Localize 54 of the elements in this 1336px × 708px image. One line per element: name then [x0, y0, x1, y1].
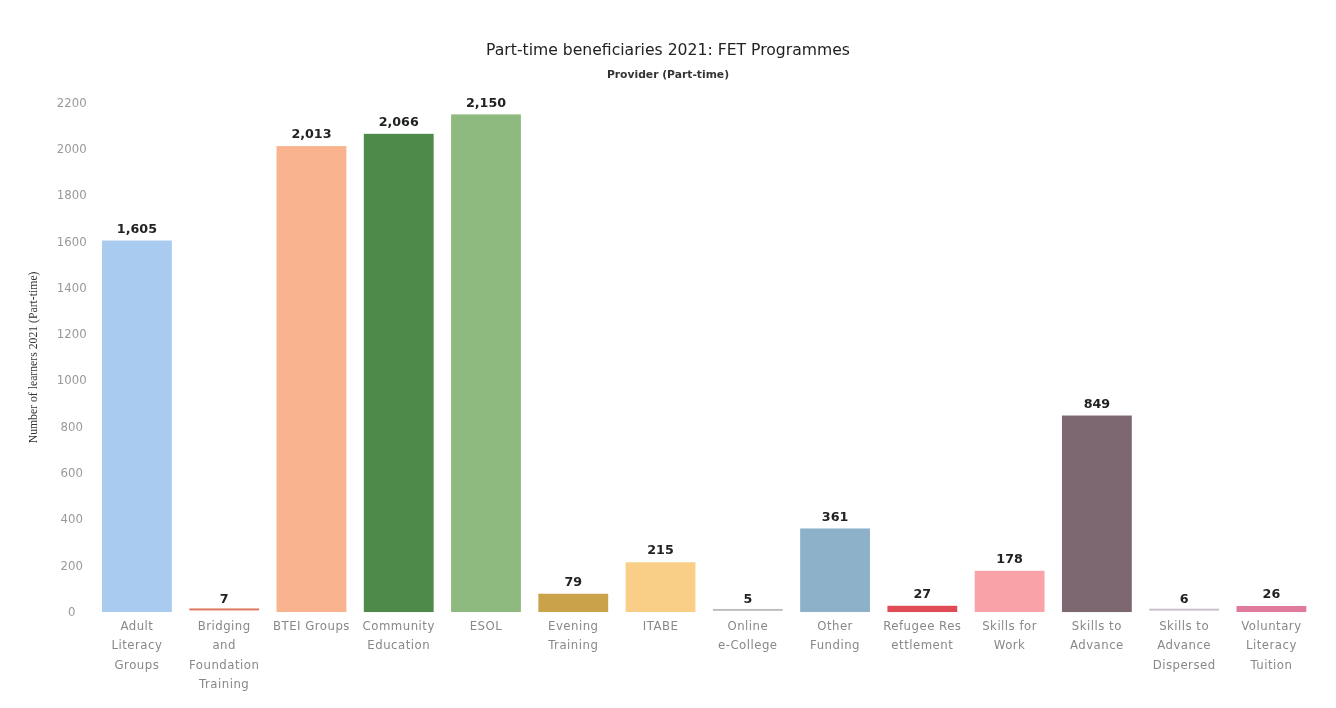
bar [1236, 606, 1307, 613]
y-tick-label: 400 [60, 512, 83, 527]
data-label: 7 [219, 590, 229, 606]
data-label: 79 [564, 573, 583, 589]
y-tick-label: 0 [68, 604, 76, 619]
data-label: 178 [996, 551, 1024, 567]
y-tick-label: 1200 [56, 327, 87, 342]
x-tick-label: ITABE [642, 618, 679, 633]
y-axis-title: Number of learners 2021 (Part-time) [26, 271, 40, 444]
bar [974, 570, 1045, 613]
x-tick-label: Online e-College [718, 618, 778, 653]
x-tick-label: ESOL [469, 618, 503, 633]
y-tick-label: 1600 [56, 234, 87, 249]
x-tick-label: Skills to Advance Dispersed [1152, 618, 1216, 672]
y-tick-label: 2200 [56, 95, 87, 110]
data-label: 215 [647, 542, 674, 558]
data-label: 27 [913, 585, 932, 601]
y-tick-label: 800 [60, 419, 83, 434]
x-tick-label: Bridging and Foundation Training [189, 618, 260, 692]
y-tick-label: 1800 [56, 188, 87, 203]
y-tick-label: 600 [60, 466, 83, 481]
bar [887, 605, 958, 613]
data-label: 2,150 [465, 94, 507, 110]
x-tick-label: Skills to Advance [1069, 618, 1124, 653]
y-tick-label: 1400 [56, 280, 87, 295]
bar [625, 562, 696, 613]
bar [451, 114, 521, 613]
data-label: 1,605 [116, 220, 157, 236]
bar [1061, 415, 1132, 613]
x-tick-label: Evening Training [547, 618, 599, 653]
data-label: 26 [1262, 586, 1281, 602]
data-label: 6 [1179, 590, 1189, 606]
bar [363, 133, 434, 613]
data-label: 849 [1083, 395, 1111, 411]
y-tick-label: 1000 [56, 373, 87, 388]
data-label: 361 [821, 508, 849, 524]
y-tick-label: 2000 [56, 142, 87, 157]
data-label: 5 [743, 591, 753, 607]
x-tick-label: Adult Literacy Groups [111, 618, 163, 672]
x-tick-label: Other Funding [810, 618, 861, 653]
chart-subtitle: Provider (Part-time) [606, 68, 730, 82]
data-label: 2,013 [291, 126, 332, 142]
bar [102, 240, 172, 613]
x-tick-label: Skills for Work [982, 618, 1038, 653]
x-tick-label: Voluntary Literacy Tuition [1241, 618, 1302, 672]
bar [276, 146, 347, 613]
x-tick-label: Community Education [362, 618, 435, 653]
data-label: 2,066 [378, 114, 419, 130]
x-tick-label: Refugee Res ettlement [883, 618, 962, 653]
y-tick-label: 200 [60, 558, 83, 573]
bar [538, 593, 609, 613]
chart-title: Part-time beneficiaries 2021: FET Programmes [486, 39, 850, 59]
bar [800, 528, 870, 613]
x-tick-label: BTEI Groups [272, 618, 350, 633]
